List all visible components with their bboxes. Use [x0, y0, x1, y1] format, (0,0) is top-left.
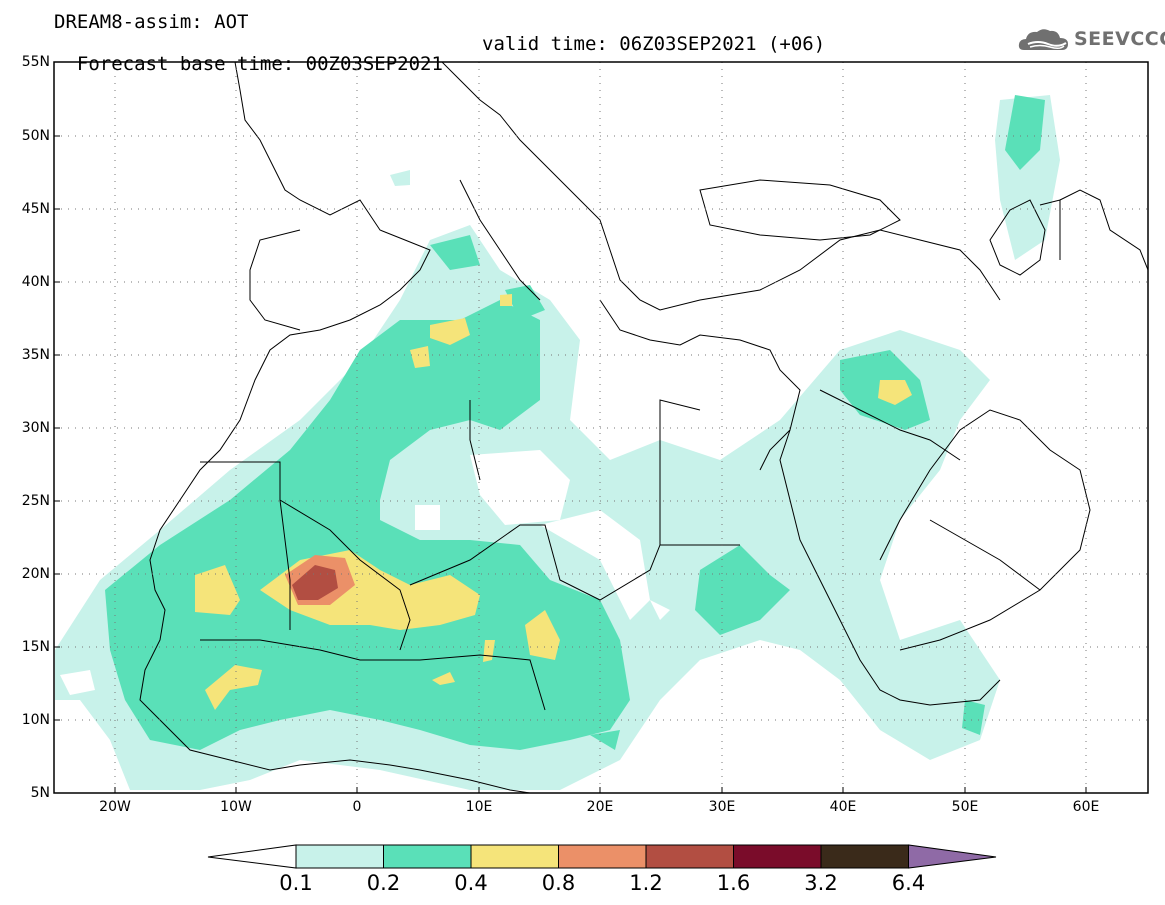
seevccc-logo: SEEVCCC	[1018, 26, 1165, 56]
lon-label: 50E	[951, 799, 979, 815]
valid-time-label: valid time: 06Z03SEP2021 (+06)	[482, 33, 826, 55]
lon-label: 60E	[1072, 799, 1100, 815]
colorbar-label: 3.2	[804, 871, 838, 895]
colorbar-swatch-2	[383, 844, 472, 869]
axis-ticks	[54, 61, 1087, 793]
lon-label: 40E	[829, 799, 857, 815]
colorbar-swatch-3	[470, 844, 559, 869]
lon-label: 30E	[708, 799, 736, 815]
chart-title-model: DREAM8-assim: AOT	[54, 11, 249, 33]
colorbar-swatch-6	[733, 844, 822, 869]
lon-label: 0	[352, 799, 362, 815]
cloud-icon	[1018, 29, 1068, 50]
colorbar-swatch-4	[558, 844, 647, 869]
lat-label: 20N	[21, 566, 50, 582]
lat-label: 50N	[21, 128, 50, 144]
colorbar	[207, 844, 997, 869]
colorbar-label: 0.4	[454, 871, 488, 895]
lat-label: 30N	[21, 420, 50, 436]
colorbar-label: 1.2	[629, 871, 663, 895]
lat-label: 55N	[21, 54, 50, 70]
aot-shading	[55, 95, 1060, 790]
colorbar-label: 0.1	[279, 871, 313, 895]
lat-label: 45N	[21, 201, 50, 217]
colorbar-swatch-7	[820, 844, 909, 869]
colorbar-label: 0.2	[366, 871, 401, 895]
colorbar-label: 0.8	[541, 871, 576, 895]
colorbar-label: 6.4	[891, 871, 926, 895]
colorbar-low-arrow	[207, 844, 297, 869]
lon-label: 10E	[465, 799, 493, 815]
colorbar-high-arrow	[908, 844, 997, 869]
lat-label: 5N	[30, 785, 50, 801]
lat-label: 25N	[21, 493, 50, 509]
chart-title-times: Forecast base time: 00Z03SEP2021 valid t…	[54, 34, 825, 94]
lon-label: 10W	[220, 799, 252, 815]
logo-text: SEEVCCC	[1074, 28, 1165, 50]
colorbar-swatch-5	[645, 844, 734, 869]
colorbar-swatch-1	[295, 844, 384, 869]
colorbar-label: 1.6	[716, 871, 751, 895]
lat-label: 15N	[21, 639, 50, 655]
lon-label: 20W	[99, 799, 131, 815]
base-time-label: Forecast base time: 00Z03SEP2021	[76, 53, 443, 75]
lat-label: 40N	[21, 274, 50, 290]
lat-label: 10N	[21, 712, 50, 728]
lat-label: 35N	[21, 347, 50, 363]
map-grid	[54, 62, 1148, 793]
map-boundaries	[139, 62, 1148, 793]
lon-label: 20E	[586, 799, 614, 815]
